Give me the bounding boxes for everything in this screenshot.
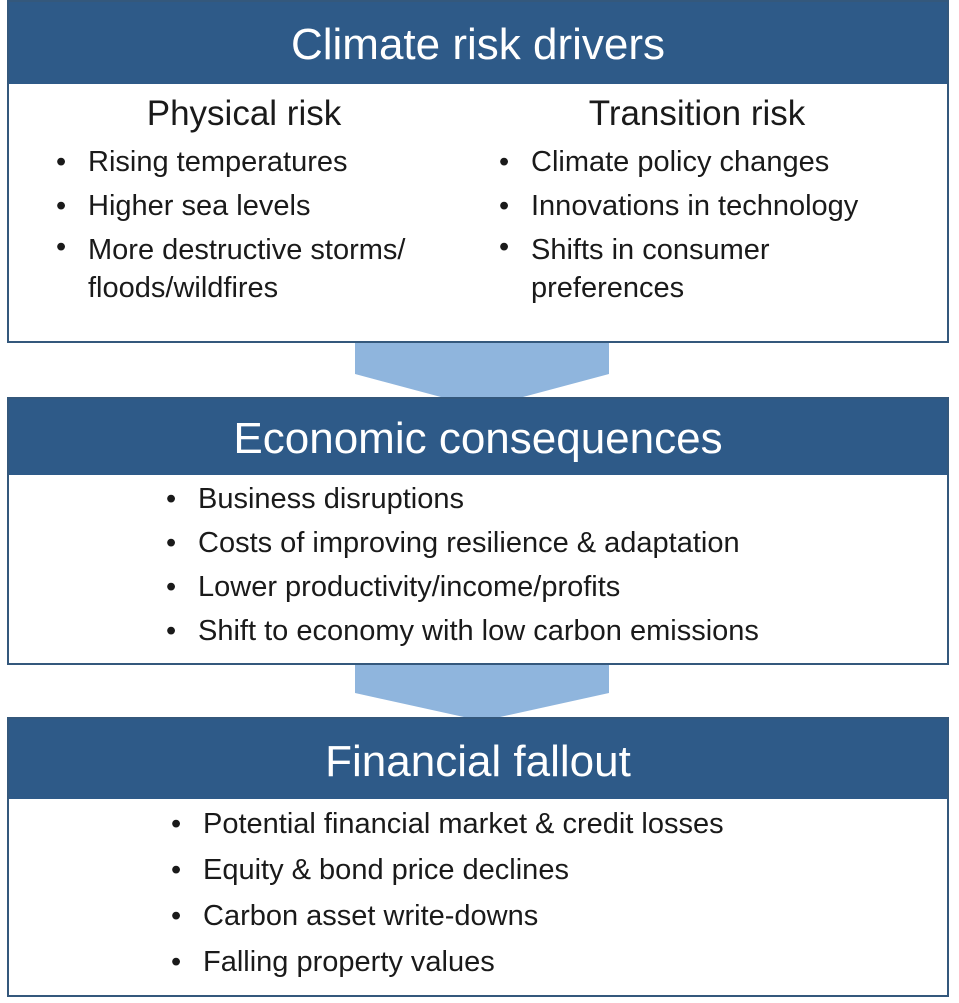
- list-item: Lower productivity/income/profits: [164, 565, 759, 609]
- economic-consequences-header: Economic consequences: [9, 399, 947, 475]
- list-item: Equity & bond price declines: [169, 847, 724, 893]
- climate-risk-drivers-header: Climate risk drivers: [9, 2, 947, 84]
- list-item: Shifts in consumer preferences: [497, 228, 831, 310]
- list-item: Innovations in technology: [497, 184, 937, 228]
- physical-risk-heading: Physical risk: [146, 94, 342, 133]
- financial-fallout-header: Financial fallout: [9, 719, 947, 799]
- list-item: Climate policy changes: [497, 140, 937, 184]
- transition-risk-heading: Transition risk: [588, 94, 806, 133]
- list-item: Business disruptions: [164, 477, 759, 521]
- list-item: More destructive storms/ floods/wildfire…: [54, 228, 448, 310]
- list-item: Carbon asset write-downs: [169, 893, 724, 939]
- list-item: Costs of improving resilience & adaptati…: [164, 521, 759, 565]
- economic-consequences-box: Economic consequences Business disruptio…: [7, 397, 949, 665]
- list-item: Shift to economy with low carbon emissio…: [164, 609, 759, 653]
- financial-fallout-box: Financial fallout Potential financial ma…: [7, 717, 949, 997]
- transition-risk-column: Transition risk Climate policy changes I…: [497, 94, 937, 310]
- list-item: Potential financial market & credit loss…: [169, 801, 724, 847]
- physical-risk-column: Physical risk Rising temperatures Higher…: [54, 94, 474, 310]
- climate-risk-drivers-box: Climate risk drivers Physical risk Risin…: [7, 0, 949, 343]
- list-item: Falling property values: [169, 939, 724, 985]
- list-item: Rising temperatures: [54, 140, 474, 184]
- down-arrow-2: [355, 663, 609, 721]
- down-arrow-1: [355, 340, 609, 408]
- list-item: Higher sea levels: [54, 184, 474, 228]
